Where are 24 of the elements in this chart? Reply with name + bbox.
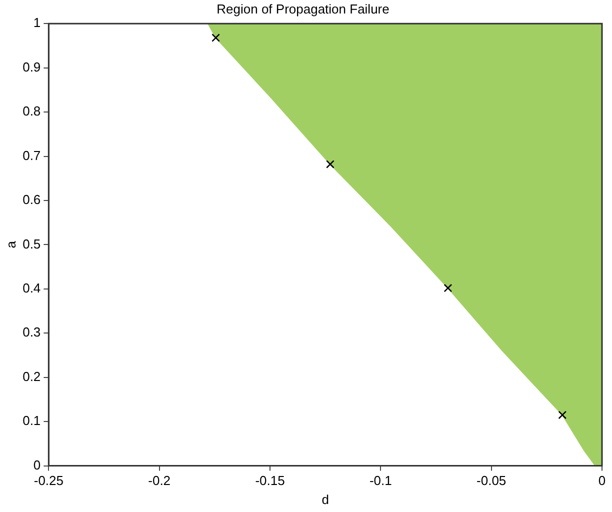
x-tick-label: -0.05 <box>476 473 506 488</box>
y-tick-label: 0.1 <box>22 413 41 428</box>
x-axis-title: d <box>322 492 329 507</box>
x-tick-label: 0 <box>598 473 606 488</box>
y-axis-title: a <box>3 240 18 248</box>
y-tick-label: 0 <box>33 457 41 472</box>
y-tick-label: 0.4 <box>22 280 41 296</box>
x-tick-label: -0.15 <box>255 473 285 488</box>
y-tick-label: 0.8 <box>22 104 41 119</box>
y-tick-label: 0.7 <box>22 148 41 163</box>
chart-title: Region of Propagation Failure <box>216 1 390 16</box>
y-tick-label: 0.5 <box>22 236 41 252</box>
y-tick-label: 0.2 <box>22 368 41 384</box>
y-tick-label: 0.9 <box>22 59 41 74</box>
point <box>444 284 452 292</box>
x-tick-label: -0.25 <box>34 473 64 488</box>
point <box>326 160 334 168</box>
point <box>558 410 567 420</box>
point <box>212 34 220 42</box>
y-tick-label: 1 <box>33 15 41 30</box>
x-tick-label: -0.2 <box>148 473 171 488</box>
y-tick-label: 0.3 <box>22 324 41 340</box>
x-tick-label: -0.1 <box>369 473 392 488</box>
y-tick-label: 0.6 <box>22 192 41 208</box>
